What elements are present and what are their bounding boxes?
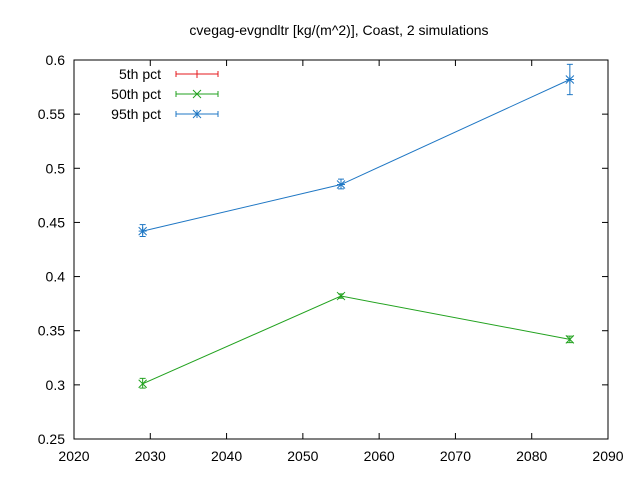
x-tick-label: 2050 (287, 448, 318, 464)
legend-item: 95th pct (111, 106, 219, 122)
legend: 5th pct 50th pct 95th pct (111, 66, 219, 122)
legend-marker (193, 70, 201, 78)
series-line-50th-pct (142, 295, 570, 385)
y-tick-label: 0.6 (46, 52, 66, 68)
data-point (565, 75, 575, 84)
y-tick-label: 0.5 (46, 160, 66, 176)
data-point (138, 226, 148, 236)
y-tick-label: 0.3 (46, 377, 66, 393)
legend-label: 5th pct (119, 66, 161, 82)
chart-title: cvegag-evgndltr [kg/(m^2)], Coast, 2 sim… (189, 22, 488, 38)
x-tick-label: 2060 (364, 448, 395, 464)
data-point (565, 335, 575, 344)
legend-label: 50th pct (111, 86, 161, 102)
series-95th-pct (138, 63, 575, 238)
legend-label: 95th pct (111, 106, 161, 122)
x-tick-label: 2080 (516, 448, 547, 464)
y-tick-label: 0.4 (46, 269, 66, 285)
x-tick-label: 2030 (135, 448, 166, 464)
axis-ticks: 0.25 0.3 0.35 0.4 0.45 0.5 0.55 0.6 2020 2030 2040… (38, 52, 624, 464)
plot-frame (73, 59, 609, 440)
legend-item: 50th pct (111, 86, 219, 102)
x-tick-label: 2040 (211, 448, 242, 464)
x-tick-label: 2020 (58, 448, 89, 464)
y-tick-label: 0.25 (38, 431, 65, 447)
legend-marker (192, 89, 202, 99)
x-tick-label: 2070 (440, 448, 471, 464)
series-50th-pct (138, 291, 575, 389)
y-tick-label: 0.55 (38, 106, 65, 122)
legend-item: 5th pct (119, 66, 219, 82)
x-tick-label: 2090 (592, 448, 623, 464)
series-line-95th-pct (142, 79, 571, 232)
y-tick-label: 0.45 (38, 214, 65, 230)
data-point (336, 180, 346, 189)
legend-marker (192, 109, 202, 119)
data-point (138, 379, 148, 389)
series-layer (138, 63, 575, 389)
data-point (336, 291, 346, 301)
y-tick-label: 0.35 (38, 323, 65, 339)
